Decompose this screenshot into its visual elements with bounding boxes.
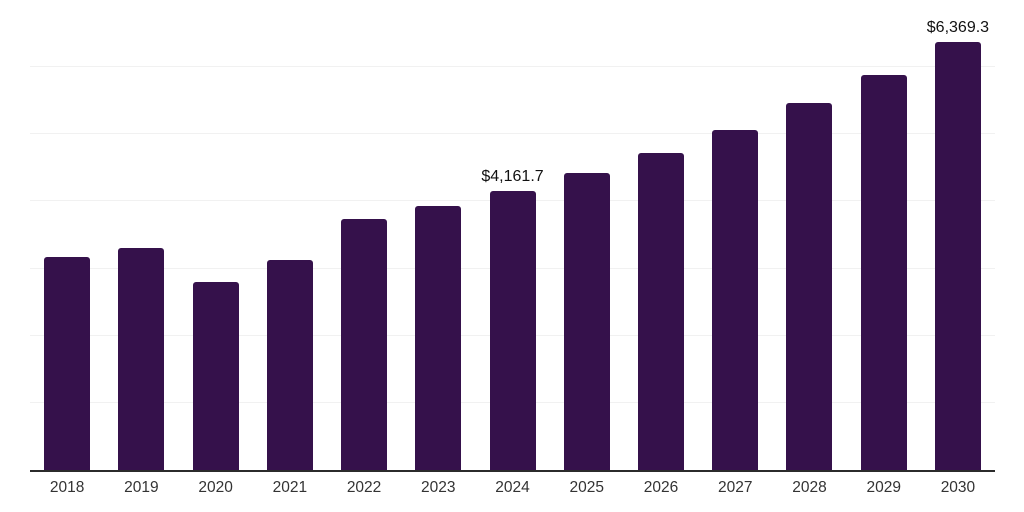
- bar-column: [327, 0, 401, 470]
- x-tick-2030: 2030: [940, 479, 976, 496]
- bar-column: [401, 0, 475, 470]
- bar-column: [104, 0, 178, 470]
- bar-column: [698, 0, 772, 470]
- x-tick-2023: 2023: [421, 479, 456, 496]
- x-tick-2022: 2022: [346, 479, 382, 496]
- x-tick-2018: 2018: [49, 479, 85, 496]
- x-tick-2025: 2025: [569, 479, 604, 496]
- x-tick-2029: 2029: [866, 479, 901, 496]
- data-label-2024: $4,161.7: [481, 167, 544, 185]
- x-tick-2021: 2021: [272, 479, 308, 496]
- bars: $4,161.7 $6,369.3: [30, 0, 995, 470]
- bar-2025: [563, 173, 610, 470]
- bar-2019: [118, 248, 165, 470]
- bar-2020: [192, 281, 239, 470]
- bar-2022: [341, 218, 388, 470]
- x-axis-labels: 2018 2019 2020 2021 2022 2023 2024 2025 2026 2027…: [30, 479, 995, 497]
- bar-column: $6,369.3: [921, 0, 995, 470]
- x-tick-2026: 2026: [643, 479, 679, 496]
- bar-column: [550, 0, 624, 470]
- bar-column: [772, 0, 846, 470]
- bar-2023: [415, 206, 462, 470]
- bar-2021: [266, 259, 313, 470]
- x-tick-2024: 2024: [495, 479, 530, 496]
- bar-2029: [860, 75, 907, 470]
- x-tick-2020: 2020: [198, 479, 233, 496]
- bar-column: [178, 0, 252, 470]
- gridline: [30, 66, 995, 68]
- bar-column: [624, 0, 698, 470]
- x-tick-2028: 2028: [792, 479, 827, 496]
- plot-area: $4,161.7 $6,369.3: [30, 0, 995, 472]
- x-tick-2027: 2027: [717, 479, 753, 496]
- bar-column: [30, 0, 104, 470]
- bar-2027: [712, 130, 759, 470]
- bar-column: [847, 0, 921, 470]
- data-label-2030: $6,369.3: [926, 19, 990, 37]
- bar-2024: [489, 190, 536, 470]
- bar-column: $4,161.7: [475, 0, 549, 470]
- bar-2018: [44, 256, 91, 470]
- bar-2028: [786, 103, 833, 470]
- gridline: [30, 133, 995, 135]
- x-tick-2019: 2019: [124, 479, 159, 496]
- bar-column: [253, 0, 327, 470]
- bar-2026: [637, 153, 684, 470]
- bar-2030: [934, 42, 981, 470]
